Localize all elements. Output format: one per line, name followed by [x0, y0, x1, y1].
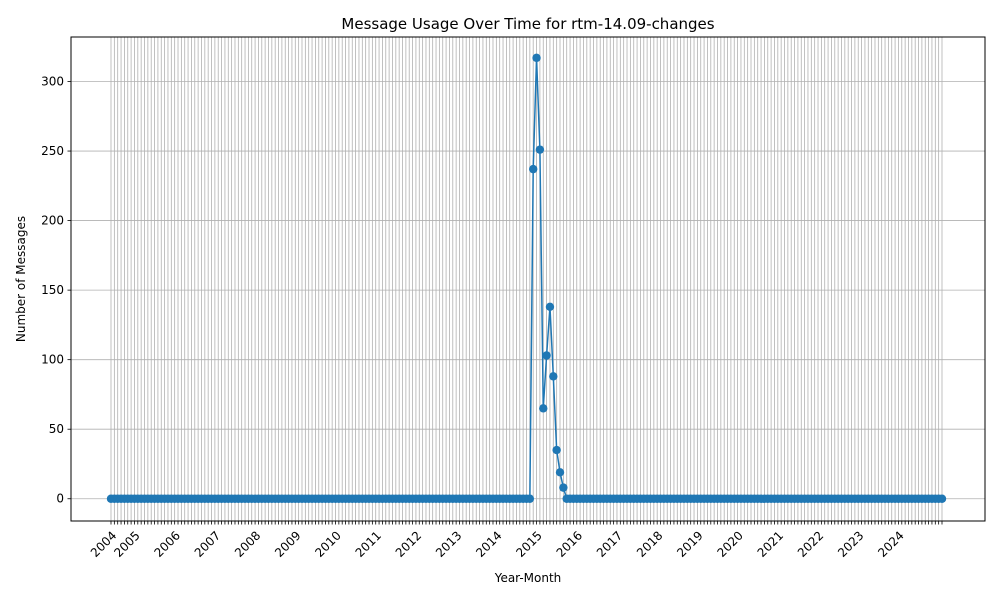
x-tick-label: 2016 [554, 528, 585, 559]
x-tick-label: 2008 [232, 528, 263, 559]
x-tick-label: 2019 [674, 528, 705, 559]
data-point [532, 53, 541, 63]
data-point [545, 302, 555, 312]
y-tick-label: 0 [56, 492, 64, 506]
grid [71, 37, 985, 521]
x-tick-label: 2006 [152, 528, 183, 559]
y-tick-label: 150 [41, 283, 64, 297]
data-point [559, 483, 568, 492]
x-tick-label: 2012 [393, 528, 424, 559]
x-tick-label: 2009 [272, 528, 303, 559]
x-tick-label: 2007 [192, 528, 223, 559]
data-point [539, 404, 548, 413]
x-tick-label: 2004 [88, 528, 119, 559]
x-tick-label: 2023 [835, 528, 866, 559]
x-tick-label: 2021 [755, 528, 786, 559]
chart-title: Message Usage Over Time for rtm-14.09-ch… [341, 15, 714, 33]
plot-frame [70, 36, 986, 522]
x-tick-label: 2022 [795, 528, 826, 559]
x-tick-label: 2015 [513, 528, 544, 559]
x-tick-label: 2017 [594, 528, 625, 559]
x-tick-label: 2013 [433, 528, 464, 559]
y-tick-label: 300 [41, 75, 64, 89]
data-point [937, 494, 947, 503]
y-tick-label: 250 [41, 144, 64, 158]
x-tick-label: 2024 [875, 528, 906, 559]
x-tick-label: 2010 [312, 528, 343, 559]
series-messages [106, 53, 947, 503]
data-point [529, 164, 538, 174]
y-tick-label: 100 [41, 353, 64, 367]
x-tick-label: 2011 [353, 528, 384, 559]
data-point [542, 351, 551, 360]
x-axis-title: Year-Month [494, 571, 562, 585]
y-tick-label: 200 [41, 214, 64, 228]
y-tick-label: 50 [49, 422, 64, 436]
x-tick-label: 2018 [634, 528, 665, 559]
data-point [525, 494, 535, 503]
y-axis: 0 50 100 150 200 250 300 [41, 75, 71, 506]
y-axis-title: Number of Messages [14, 216, 28, 342]
x-tick-label: 2014 [473, 528, 504, 559]
x-tick-label: 2005 [111, 528, 142, 559]
data-point [535, 145, 545, 154]
x-tick-label: 2020 [714, 528, 745, 559]
data-point [555, 468, 565, 477]
data-point [552, 445, 561, 455]
data-point [549, 372, 558, 381]
